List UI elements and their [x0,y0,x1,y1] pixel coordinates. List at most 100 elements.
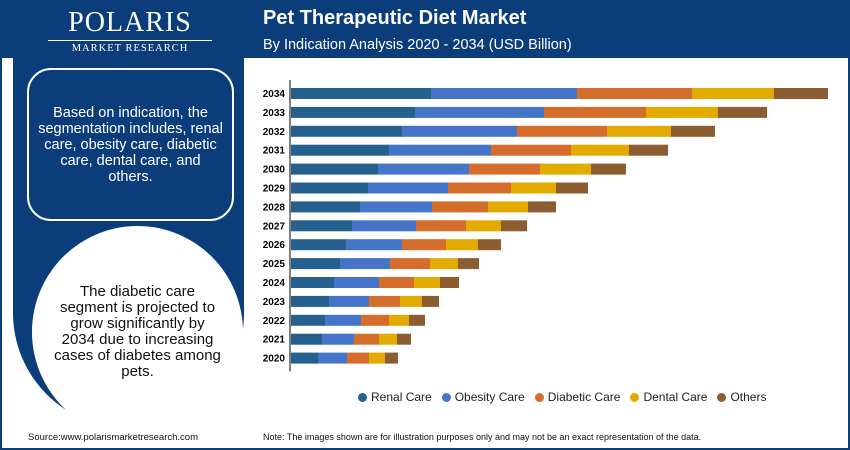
bar-segment-others [774,88,828,99]
logo-divider [48,40,212,41]
legend-label: Obesity Care [454,390,525,404]
bar-segment-dental-care [389,314,409,326]
bar-segment-diabetic-care [369,295,400,307]
segmentation-text: Based on indication, the segmentation in… [38,104,223,185]
year-tick-label: 2024 [263,278,286,289]
bar-segment-others [440,277,459,288]
legend-swatch [630,392,640,402]
bar-segment-renal-care [291,144,389,156]
bar-segment-diabetic-care [448,182,511,194]
bar-segment-obesity-care [378,163,469,175]
bar-segment-renal-care [291,163,378,175]
bar-segment-diabetic-care [390,258,430,270]
year-tick-label: 2022 [263,316,286,327]
legend-label: Others [730,390,767,404]
bar-segment-diabetic-care [354,333,379,345]
legend-item: Dental Care [630,390,707,404]
bar-segment-diabetic-care [432,201,488,213]
legend-item: Obesity Care [441,390,525,404]
legend-swatch [717,392,727,402]
bar-segment-others [629,144,668,156]
bar-segment-diabetic-care [491,144,571,156]
year-tick-label: 2032 [263,127,286,138]
bar-segment-others [422,295,439,307]
bar-segment-obesity-care [325,314,361,326]
bar-segment-others [556,182,588,194]
year-tick-label: 2025 [263,259,286,270]
bar-segment-obesity-care [389,144,491,156]
bar-segment-renal-care [291,220,352,232]
bar-segment-diabetic-care [469,163,540,175]
highlight-circle: The diabetic care segment is projected t… [32,226,243,438]
bar-segment-renal-care [291,182,368,194]
bar-segment-diabetic-care [416,220,466,232]
bar-segment-renal-care [291,258,340,270]
bar-segment-dental-care [540,163,591,175]
bar-segment-renal-care [291,88,431,99]
bar-segment-renal-care [291,125,402,137]
bar-segment-diabetic-care [347,352,369,364]
bar-segment-renal-care [291,333,322,345]
bar-segment-dental-care [430,258,458,270]
bar-segment-others [458,258,479,270]
chart-legend: Renal Care Obesity Care Diabetic Care Denta… [358,390,766,404]
year-tick-label: 2034 [263,89,286,100]
bar-segment-others [501,220,527,232]
bar-segment-others [409,314,425,326]
bar-segment-diabetic-care [379,277,414,288]
bar-segment-others [528,201,556,213]
bar-segment-diabetic-care [361,314,389,326]
bar-segment-others [671,125,715,137]
legend-swatch [358,392,367,402]
bar-segment-diabetic-care [577,88,692,99]
legend-swatch [534,392,544,402]
bar-segment-obesity-care [352,220,416,232]
bar-segment-renal-care [291,201,360,213]
bar-segment-obesity-care [329,295,369,307]
bar-segment-obesity-care [340,258,390,270]
legend-label: Dental Care [643,390,708,404]
bar-segment-obesity-care [415,106,544,118]
legend-item: Others [717,390,766,404]
bar-segment-obesity-care [360,201,432,213]
polaris-logo: POLARIS MARKET RESEARCH [40,8,220,54]
year-tick-label: 2030 [263,165,286,176]
bar-segment-others [591,163,626,175]
segmentation-info-box: Based on indication, the segmentation in… [27,68,234,221]
bar-segment-renal-care [291,352,318,364]
year-tick-label: 2023 [263,297,286,308]
bar-segment-others [397,333,411,345]
legend-swatch [441,392,451,402]
highlight-text: The diabetic care segment is projected t… [54,283,221,380]
chart-area: 2034 2033 2032 2031 2030 2029 2028 2027 2026 2025… [244,58,850,428]
bar-segment-dental-care [692,88,774,99]
bar-segment-renal-care [291,314,325,326]
bar-segment-obesity-care [322,333,354,345]
year-tick-label: 2031 [263,146,286,157]
legend-label: Diabetic Care [547,390,621,404]
source-text: Source:www.polarismarketresearch.com [28,432,199,443]
logo-sub: MARKET RESEARCH [71,43,189,54]
bar-segment-obesity-care [334,277,379,288]
disclaimer-note: Note: The images shown are for illustrat… [263,432,702,442]
bar-segment-dental-care [511,182,556,194]
bar-segment-renal-care [291,239,346,251]
bar-segment-others [718,106,767,118]
bar-segment-dental-care [414,277,440,288]
bar-segment-others [385,352,398,364]
bar-segment-obesity-care [346,239,402,251]
year-tick-label: 2026 [263,240,286,251]
year-tick-label: 2033 [263,108,286,119]
bar-segment-diabetic-care [402,239,446,251]
legend-item: Diabetic Care [534,390,621,404]
year-tick-label: 2027 [263,221,286,232]
bar-segment-obesity-care [368,182,448,194]
bar-segment-dental-care [369,352,385,364]
bar-segment-dental-care [446,239,478,251]
chart-subtitle: By Indication Analysis 2020 - 2034 (USD … [263,37,572,53]
year-tick-label: 2029 [263,184,286,195]
year-tick-label: 2020 [263,354,286,365]
year-tick-label: 2021 [263,335,286,346]
bar-segment-others [478,239,501,251]
bar-segment-dental-care [400,295,422,307]
